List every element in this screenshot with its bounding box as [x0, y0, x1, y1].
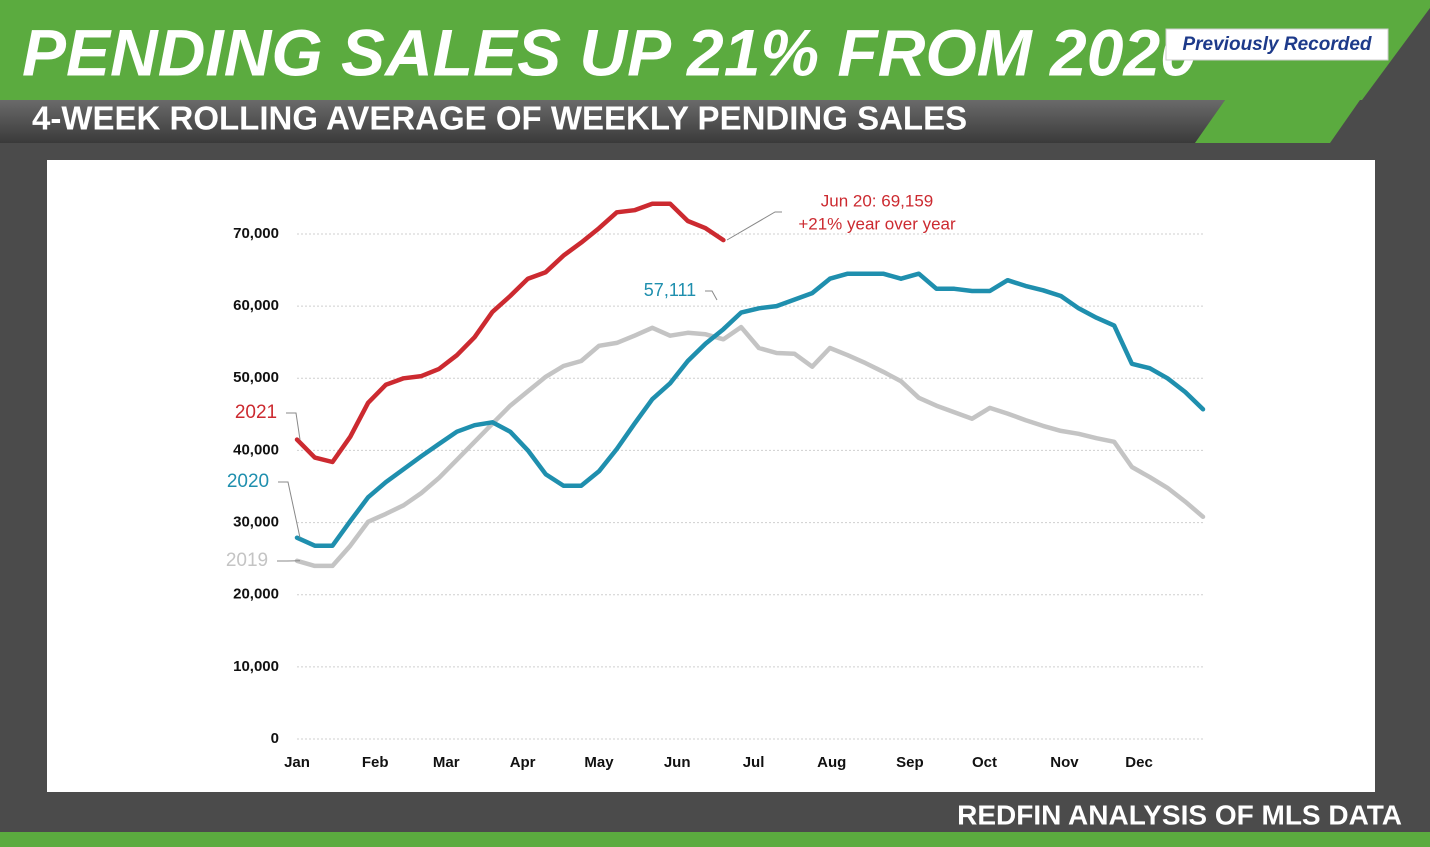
- annotation-leader: [726, 211, 782, 241]
- label-leader: [286, 412, 301, 440]
- label-leader: [278, 481, 301, 538]
- series-line: [294, 271, 1206, 548]
- bottom-stripe: [0, 832, 1430, 847]
- y-tick-label: 60,000: [233, 297, 279, 314]
- x-tick-label: Jun: [664, 754, 691, 771]
- annotation-leader: [705, 290, 718, 301]
- badge-box: [1165, 28, 1389, 61]
- x-tick-label: Dec: [1125, 754, 1153, 771]
- x-tick-label: Jan: [284, 754, 310, 771]
- banner-stripe: [1195, 100, 1360, 143]
- series-line: [294, 201, 726, 465]
- series-label: 2020: [227, 471, 269, 492]
- y-tick-label: 50,000: [233, 369, 279, 386]
- x-tick-label: Sep: [896, 754, 924, 771]
- x-tick-label: Nov: [1050, 754, 1079, 771]
- annotation: +21% year over year: [798, 214, 956, 233]
- x-tick-label: Apr: [510, 754, 536, 771]
- source: REDFIN ANALYSIS OF MLS DATA: [957, 799, 1402, 830]
- x-tick-label: Oct: [972, 754, 997, 771]
- badge: Previously Recorded: [1182, 34, 1371, 55]
- subtitle-banner: [0, 100, 1225, 143]
- y-tick-label: 40,000: [233, 441, 279, 458]
- y-tick-label: 70,000: [233, 225, 279, 242]
- x-tick-label: Feb: [362, 754, 389, 771]
- annotation: Jun 20: 69,159: [821, 191, 933, 210]
- chart-title: PENDING SALES UP 21% FROM 2020: [22, 15, 1197, 89]
- plot-panel: [47, 160, 1375, 792]
- y-tick-label: 30,000: [233, 514, 279, 531]
- x-tick-label: Mar: [433, 754, 460, 771]
- series-label: 2019: [226, 550, 268, 571]
- y-tick-label: 20,000: [233, 586, 279, 603]
- series-line: [294, 324, 1206, 569]
- y-tick-label: 0: [271, 730, 279, 747]
- title-banner: [0, 0, 1430, 100]
- series-label: 2021: [235, 402, 277, 423]
- y-tick-label: 10,000: [233, 658, 279, 675]
- x-tick-label: May: [584, 754, 614, 771]
- annotation: 57,111: [644, 280, 696, 300]
- x-tick-label: Jul: [743, 754, 765, 771]
- x-tick-label: Aug: [817, 754, 846, 771]
- chart-subtitle: 4-WEEK ROLLING AVERAGE OF WEEKLY PENDING…: [32, 100, 967, 137]
